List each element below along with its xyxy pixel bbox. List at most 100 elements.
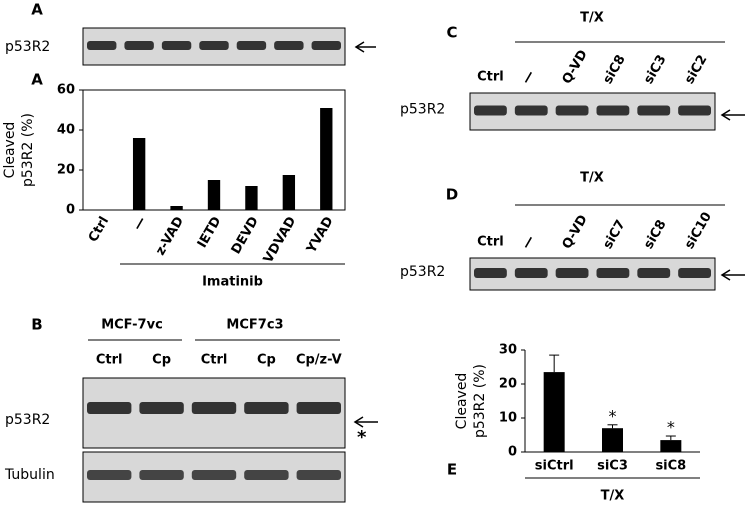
blot-band — [596, 105, 630, 116]
lane-label: siC2 — [682, 53, 710, 87]
row-label: p53R2 — [400, 264, 445, 280]
bar — [660, 440, 682, 452]
x-tick-label: Ctrl — [86, 214, 112, 245]
y-tick-label: 30 — [499, 343, 517, 358]
lane-label: siC8 — [641, 218, 669, 252]
y-tick-label: 60 — [57, 83, 75, 98]
group-label: T/X — [580, 171, 604, 186]
lane-label: Ctrl — [477, 70, 504, 85]
row-label: Tubulin — [4, 467, 55, 483]
lane-label: — — [519, 233, 538, 252]
group-label: MCF-7vc — [101, 318, 163, 333]
x-tick-label: z-VAD — [153, 214, 187, 258]
blot-band — [514, 268, 548, 278]
blot-band — [87, 41, 117, 50]
x-tick-label: VDVAD — [261, 214, 300, 266]
blot-band — [514, 105, 548, 116]
panel-label: D — [446, 186, 458, 204]
panel-label: E — [447, 461, 457, 479]
blot-band — [244, 402, 289, 414]
lane-label: Ctrl — [201, 353, 228, 368]
x-tick-label: IETD — [195, 214, 225, 251]
blot-band — [87, 470, 132, 480]
blot-band — [474, 268, 507, 278]
panel-label: A — [31, 1, 43, 19]
lane-label: Ctrl — [96, 353, 123, 368]
blot-band — [637, 105, 671, 116]
y-tick-label: 20 — [57, 163, 75, 178]
y-axis-label: p53R2 (%) — [472, 364, 488, 438]
blot-band — [637, 268, 671, 278]
lane-label: Q-VD — [560, 212, 591, 251]
x-tick-label: DEVD — [229, 214, 262, 257]
significance-marker: * — [667, 418, 675, 437]
lane-label: siC8 — [600, 53, 628, 87]
group-label: Imatinib — [202, 275, 263, 290]
panel-label: C — [446, 24, 457, 42]
lane-label: siC7 — [600, 218, 628, 252]
bar — [170, 206, 183, 210]
bar — [602, 428, 623, 452]
blot-band — [274, 41, 304, 50]
lane-label: Cp/z-V — [296, 353, 342, 368]
panel-label: B — [31, 316, 42, 334]
blot — [469, 257, 716, 291]
blot-band — [555, 105, 589, 116]
lane-label: — — [519, 68, 538, 87]
arrow-head — [354, 41, 365, 53]
blot-band — [311, 41, 341, 50]
y-tick-label: 0 — [508, 445, 517, 460]
blot-band — [191, 402, 237, 414]
marker: * — [357, 427, 367, 448]
panel-label: A — [31, 71, 43, 89]
blot-band — [244, 470, 289, 480]
row-label: p53R2 — [5, 39, 50, 55]
group-label: T/X — [580, 11, 604, 26]
lane-label: Cp — [257, 353, 276, 368]
blot — [469, 92, 716, 131]
blot-band — [139, 402, 184, 414]
x-tick-label: siCtrl — [535, 459, 574, 474]
blot-band — [596, 268, 630, 278]
lane-label: Q-VD — [560, 47, 591, 86]
y-tick-label: 10 — [499, 411, 517, 426]
x-tick-label: siC3 — [597, 459, 628, 474]
blot-band — [296, 402, 341, 414]
blot-band — [236, 41, 267, 50]
bar — [207, 180, 221, 210]
x-tick-label: — — [130, 214, 149, 233]
blot-band — [555, 268, 589, 278]
group-label: T/X — [601, 489, 625, 504]
blot-band — [161, 41, 192, 50]
blot-band — [139, 470, 184, 480]
y-tick-label: 0 — [66, 203, 75, 218]
blot-band — [678, 268, 711, 278]
arrow-head — [720, 109, 731, 121]
bar — [282, 175, 296, 210]
arrow-head — [720, 269, 731, 281]
y-axis-label: Cleaved — [454, 373, 470, 430]
lane-label: siC10 — [682, 210, 715, 252]
y-axis-label: p53R2 (%) — [20, 113, 36, 187]
row-label: p53R2 — [5, 412, 50, 428]
blot-band — [124, 41, 154, 50]
y-axis-label: Cleaved — [2, 122, 18, 179]
y-tick-label: 40 — [57, 123, 75, 138]
blot-band — [296, 470, 341, 480]
significance-marker: * — [609, 406, 617, 425]
arrow-head — [353, 416, 364, 428]
lane-label: Cp — [152, 353, 171, 368]
blot-band — [199, 41, 229, 50]
lane-label: siC3 — [641, 53, 669, 87]
bar — [132, 138, 146, 210]
bar — [543, 372, 565, 452]
y-tick-label: 20 — [499, 377, 517, 392]
group-label: MCF7c3 — [226, 318, 283, 333]
blot-band — [191, 470, 237, 480]
bar — [245, 186, 258, 210]
blot-band — [87, 402, 132, 414]
blot-band — [678, 105, 711, 116]
x-tick-label: siC8 — [655, 459, 686, 474]
bar — [320, 108, 333, 210]
